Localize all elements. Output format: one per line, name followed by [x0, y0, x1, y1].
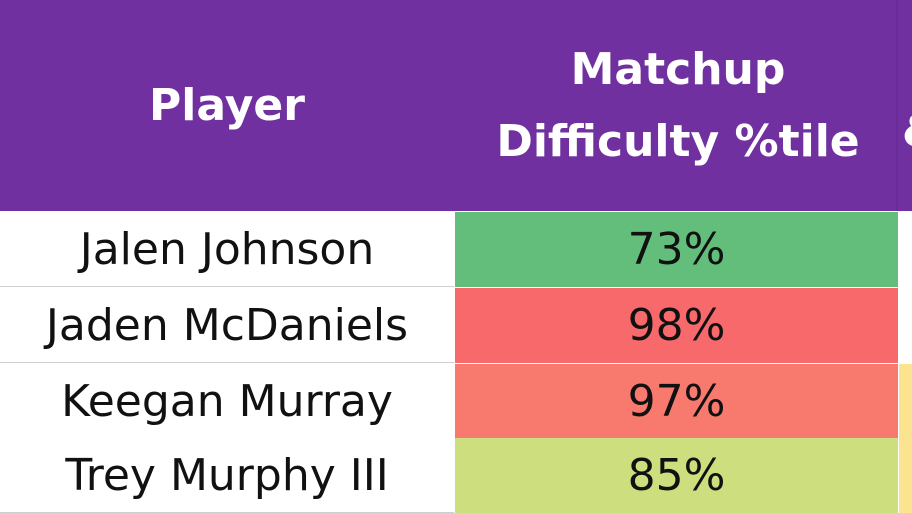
next-column-cell-partial	[899, 438, 912, 513]
table-row: Jaden McDaniels 98%	[0, 288, 912, 363]
next-column-header-partial: &	[902, 0, 912, 211]
table-header: Player Matchup Difficulty %tile &	[0, 0, 912, 211]
next-column-cell-partial	[899, 212, 912, 287]
matchup-difficulty-cell: 85%	[455, 438, 898, 513]
matchup-difficulty-column-header: Matchup Difficulty %tile	[496, 43, 860, 167]
header-column-divider	[896, 0, 898, 211]
player-name-cell: Trey Murphy III	[0, 438, 454, 513]
matchup-difficulty-cell: 98%	[455, 288, 898, 363]
matchup-difficulty-cell: 73%	[455, 212, 898, 287]
player-column-header: Player	[149, 79, 305, 131]
player-name-cell: Jaden McDaniels	[0, 288, 454, 363]
player-name-cell: Jalen Johnson	[0, 212, 454, 287]
table-row: Keegan Murray 97%	[0, 364, 912, 439]
next-column-cell-partial	[899, 364, 912, 439]
player-name-cell: Keegan Murray	[0, 364, 454, 439]
matchup-difficulty-cell: 97%	[455, 364, 898, 439]
table-row: Trey Murphy III 85%	[0, 438, 912, 513]
table-row: Jalen Johnson 73%	[0, 212, 912, 287]
next-column-cell-partial	[899, 288, 912, 363]
